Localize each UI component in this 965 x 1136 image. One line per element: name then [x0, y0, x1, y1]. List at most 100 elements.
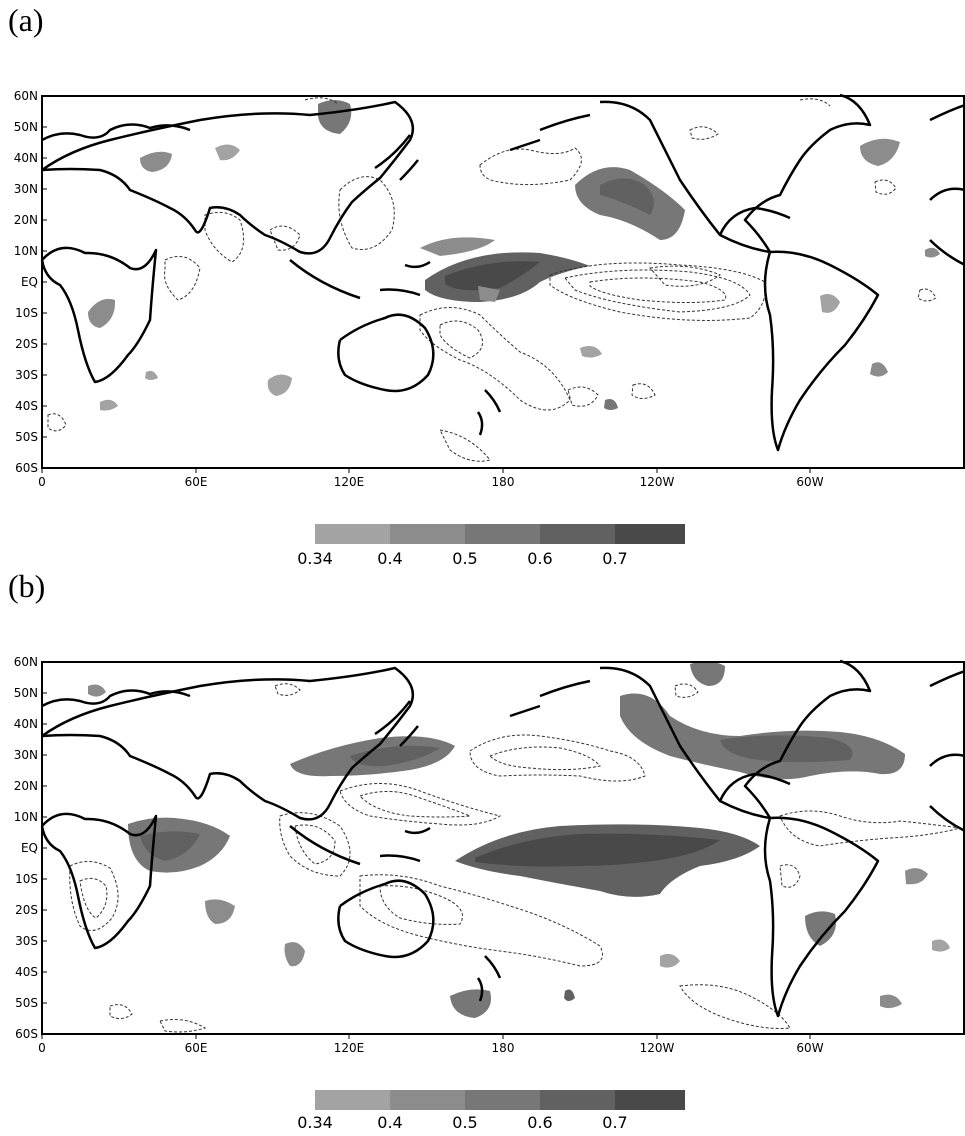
y-tick-label: 20N	[14, 213, 38, 227]
y-tick-label: 10N	[14, 244, 38, 258]
contour-line	[79, 877, 108, 919]
contour-line	[279, 812, 351, 877]
colorbar-swatch	[615, 1090, 685, 1110]
colorbar-swatch	[390, 1090, 465, 1110]
x-axis-ticks	[41, 1034, 811, 1039]
coastline-japan	[374, 134, 419, 181]
colorbar-swatch	[390, 524, 465, 544]
y-tick-label: 40S	[15, 965, 38, 979]
contour-line	[674, 683, 699, 698]
shade-region	[580, 346, 602, 358]
contour-line	[274, 683, 301, 696]
x-tick-label: 120W	[640, 475, 675, 489]
x-tick-label: 60E	[185, 1041, 208, 1055]
shade-region	[925, 247, 940, 258]
contour-line	[779, 810, 961, 847]
panel-a-label: (a)	[8, 2, 44, 38]
shade-region	[660, 953, 680, 968]
coastline-japan	[374, 700, 419, 747]
y-tick-label: 30S	[15, 368, 38, 382]
y-tick-label: 20N	[14, 779, 38, 793]
shade-region	[140, 151, 172, 172]
colorbar-panel-a: 0.34 0.4 0.5 0.6 0.7	[297, 524, 685, 568]
contour-line	[549, 262, 766, 321]
x-tick-label: 180	[492, 1041, 515, 1055]
y-tick-label: 60N	[14, 656, 38, 669]
contour-line	[339, 783, 502, 826]
contour-line	[439, 429, 491, 462]
contour-line	[294, 824, 336, 865]
x-axis-labels: 0 60E 120E 180 120W 60W	[38, 1041, 824, 1055]
coastline-europe	[41, 123, 191, 142]
x-tick-label: 60W	[796, 475, 823, 489]
coastline-south-america	[763, 816, 880, 1018]
contour-line	[164, 255, 201, 301]
map-panel-a: 60N 50N 40N 30N 20N 10N EQ 10S 20S 30S 4…	[14, 90, 965, 489]
colorbar-label: 0.7	[602, 1113, 627, 1132]
coastline-eurasia	[41, 666, 415, 821]
colorbar-swatch	[540, 524, 615, 544]
coastline-greenland	[929, 103, 965, 267]
shade-region	[690, 661, 725, 686]
contour-line	[269, 225, 301, 251]
x-tick-label: 120W	[640, 1041, 675, 1055]
shade-region	[905, 868, 928, 885]
colorbar-label: 0.34	[297, 549, 333, 568]
map-panel-b: 60N 50N 40N 30N 20N 10N EQ 10S 20S 30S 4…	[14, 656, 965, 1055]
y-axis-ticks	[42, 661, 47, 1035]
x-tick-label: 60W	[796, 1041, 823, 1055]
contour-line	[304, 97, 831, 107]
colorbar-label: 0.7	[602, 549, 627, 568]
contour-line	[917, 288, 937, 302]
colorbar-swatch	[540, 1090, 615, 1110]
contour-line	[159, 1019, 207, 1033]
shade-region	[870, 362, 888, 377]
contour-line	[649, 265, 721, 287]
colorbar-panel-b: 0.34 0.4 0.5 0.6 0.7	[297, 1090, 685, 1132]
shade-region	[600, 178, 654, 215]
negative-contours	[69, 683, 961, 1033]
coastline-australia	[337, 879, 435, 959]
contour-line	[564, 269, 751, 313]
contour-line	[338, 176, 395, 250]
y-axis-labels: 60N 50N 40N 30N 20N 10N EQ 10S 20S 30S 4…	[14, 656, 38, 1041]
contour-line	[689, 126, 719, 140]
coastline-indonesia	[289, 259, 431, 300]
x-tick-label: 0	[38, 1041, 46, 1055]
shade-region	[88, 684, 106, 697]
y-tick-label: 30N	[14, 182, 38, 196]
contour-line	[567, 386, 599, 407]
shade-region	[267, 374, 292, 396]
y-tick-label: 40N	[14, 151, 38, 165]
colorbar-swatch	[315, 524, 390, 544]
contour-line	[469, 734, 646, 782]
y-tick-label: 60S	[15, 461, 38, 475]
y-tick-label: EQ	[21, 275, 38, 289]
coastline-alaska	[509, 679, 591, 718]
coastlines	[40, 93, 965, 452]
coastline-newzealand	[476, 955, 502, 1002]
contour-line	[419, 307, 571, 411]
coastline-eurasia	[41, 100, 415, 255]
y-tick-label: 50S	[15, 996, 38, 1010]
x-tick-label: 120E	[334, 475, 365, 489]
contour-line	[779, 864, 801, 888]
coastline-indonesia	[289, 825, 431, 866]
coastline-australia	[337, 313, 435, 393]
contour-line	[679, 984, 791, 1029]
panel-b-label: (b)	[8, 568, 46, 604]
y-tick-label: EQ	[21, 841, 38, 855]
shade-region	[604, 399, 618, 410]
shade-region	[860, 138, 900, 166]
colorbar-label: 0.5	[452, 1113, 477, 1132]
y-tick-label: 30N	[14, 748, 38, 762]
y-tick-label: 60S	[15, 1027, 38, 1041]
shade-region	[450, 989, 491, 1018]
coastline-north-america	[599, 93, 872, 254]
shade-region	[475, 833, 720, 867]
colorbar-swatch	[615, 524, 685, 544]
shade-region	[205, 899, 235, 924]
shade-region	[932, 939, 950, 952]
colorbar-swatch	[465, 524, 540, 544]
x-tick-label: 180	[492, 475, 515, 489]
